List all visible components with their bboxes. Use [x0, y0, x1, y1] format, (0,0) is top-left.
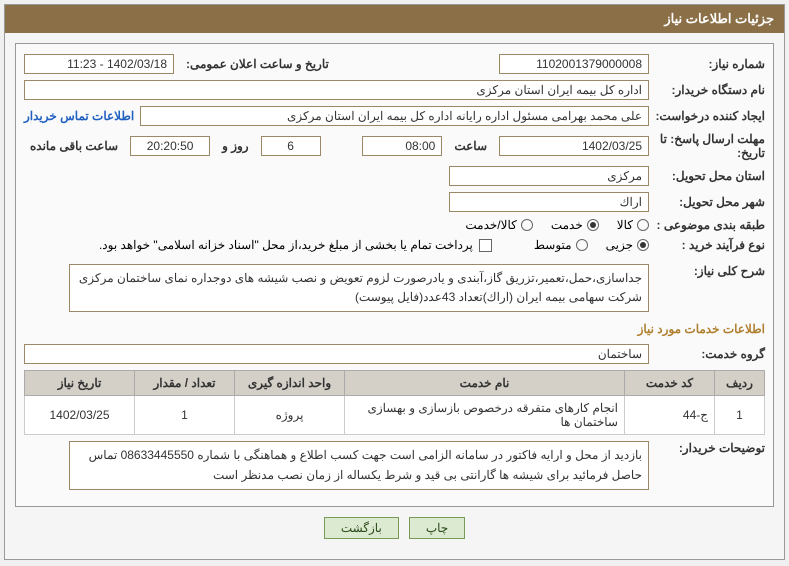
cell-qty: 1	[135, 396, 235, 435]
main-panel: جزئیات اطلاعات نیاز AriaTender.net شماره…	[4, 4, 785, 560]
group-value: ساختمان	[24, 344, 649, 364]
row-requester: ایجاد کننده درخواست: علی محمد بهرامی مسئ…	[24, 106, 765, 126]
process-opt1[interactable]: جزیی	[606, 238, 649, 252]
deadline-time-label: ساعت	[454, 139, 487, 153]
buyer-org-label: نام دستگاه خریدار:	[655, 83, 765, 97]
treasury-checkbox[interactable]	[479, 239, 492, 252]
deadline-time: 08:00	[362, 136, 442, 156]
city-value: اراك	[449, 192, 649, 212]
deadline-date: 1402/03/25	[499, 136, 649, 156]
category-opt1[interactable]: کالا	[617, 218, 649, 232]
desc-label: شرح کلی نیاز:	[655, 264, 765, 278]
radio-icon	[637, 239, 649, 251]
row-buyer-notes: توضیحات خریدار: بازدید از محل و ارایه فا…	[24, 441, 765, 489]
th-qty: تعداد / مقدار	[135, 371, 235, 396]
row-province: استان محل تحویل: مرکزی	[24, 166, 765, 186]
th-date: تاریخ نیاز	[25, 371, 135, 396]
row-process: نوع فرآیند خرید : جزیی متوسط پرداخت تمام…	[24, 238, 765, 252]
announce-value: 1402/03/18 - 11:23	[24, 54, 174, 74]
row-deadline: مهلت ارسال پاسخ: تا تاریخ: 1402/03/25 سا…	[24, 132, 765, 160]
row-service-group: گروه خدمت: ساختمان	[24, 344, 765, 364]
row-desc: شرح کلی نیاز: جداسازی،حمل،تعمیر،تزریق گا…	[24, 264, 765, 312]
buyer-contact-link[interactable]: اطلاعات تماس خریدار	[24, 109, 134, 123]
table-row: 1ج-44انجام کارهای متفرقه درخصوص بازسازی …	[25, 396, 765, 435]
deadline-hours: 20:20:50	[130, 136, 210, 156]
print-button[interactable]: چاپ	[409, 517, 465, 539]
buyer-notes-label: توضیحات خریدار:	[655, 441, 765, 455]
form-box: شماره نیاز: 1102001379000008 تاریخ و ساع…	[15, 43, 774, 507]
need-number-value: 1102001379000008	[499, 54, 649, 74]
cell-date: 1402/03/25	[25, 396, 135, 435]
deadline-label: مهلت ارسال پاسخ: تا تاریخ:	[655, 132, 765, 160]
requester-label: ایجاد کننده درخواست:	[655, 109, 765, 123]
back-button[interactable]: بازگشت	[324, 517, 399, 539]
radio-icon	[521, 219, 533, 231]
province-value: مرکزی	[449, 166, 649, 186]
cell-row: 1	[715, 396, 765, 435]
process-label: نوع فرآیند خرید :	[655, 238, 765, 252]
process-note: پرداخت تمام یا بخشی از مبلغ خرید،از محل …	[99, 238, 473, 252]
panel-title: جزئیات اطلاعات نیاز	[664, 11, 774, 26]
announce-label: تاریخ و ساعت اعلان عمومی:	[186, 57, 329, 71]
button-row: چاپ بازگشت	[15, 507, 774, 549]
deadline-remain: ساعت باقی مانده	[30, 139, 118, 153]
category-opt3[interactable]: کالا/خدمت	[465, 218, 532, 232]
th-row: ردیف	[715, 371, 765, 396]
th-name: نام خدمت	[345, 371, 625, 396]
group-label: گروه خدمت:	[655, 347, 765, 361]
buyer-org-value: اداره کل بیمه ایران استان مرکزی	[24, 80, 649, 100]
category-radios: کالا خدمت کالا/خدمت	[465, 218, 649, 232]
panel-content: AriaTender.net شماره نیاز: 1102001379000…	[5, 33, 784, 559]
process-opt2[interactable]: متوسط	[534, 238, 588, 252]
row-city: شهر محل تحویل: اراك	[24, 192, 765, 212]
category-label: طبقه بندی موضوعی :	[655, 218, 765, 232]
category-opt2[interactable]: خدمت	[551, 218, 599, 232]
th-code: کد خدمت	[625, 371, 715, 396]
buyer-notes-value: بازدید از محل و ارایه فاکتور در سامانه ا…	[69, 441, 649, 489]
cell-unit: پروژه	[235, 396, 345, 435]
radio-icon	[576, 239, 588, 251]
th-unit: واحد اندازه گیری	[235, 371, 345, 396]
table-header-row: ردیف کد خدمت نام خدمت واحد اندازه گیری ت…	[25, 371, 765, 396]
row-need-number: شماره نیاز: 1102001379000008 تاریخ و ساع…	[24, 54, 765, 74]
deadline-days: 6	[261, 136, 321, 156]
city-label: شهر محل تحویل:	[655, 195, 765, 209]
cell-name: انجام کارهای متفرقه درخصوص بازسازی و بهس…	[345, 396, 625, 435]
cell-code: ج-44	[625, 396, 715, 435]
province-label: استان محل تحویل:	[655, 169, 765, 183]
services-table: ردیف کد خدمت نام خدمت واحد اندازه گیری ت…	[24, 370, 765, 435]
desc-value: جداسازی،حمل،تعمیر،تزریق گاز،آبندی و یادر…	[69, 264, 649, 312]
row-buyer-org: نام دستگاه خریدار: اداره کل بیمه ایران ا…	[24, 80, 765, 100]
deadline-days-label: روز و	[222, 139, 249, 153]
need-number-label: شماره نیاز:	[655, 57, 765, 71]
row-category: طبقه بندی موضوعی : کالا خدمت کالا/خدمت	[24, 218, 765, 232]
radio-icon	[637, 219, 649, 231]
radio-icon	[587, 219, 599, 231]
panel-header: جزئیات اطلاعات نیاز	[5, 5, 784, 33]
process-radios: جزیی متوسط	[534, 238, 649, 252]
requester-value: علی محمد بهرامی مسئول اداره رایانه اداره…	[140, 106, 649, 126]
services-section-title: اطلاعات خدمات مورد نیاز	[24, 322, 765, 336]
